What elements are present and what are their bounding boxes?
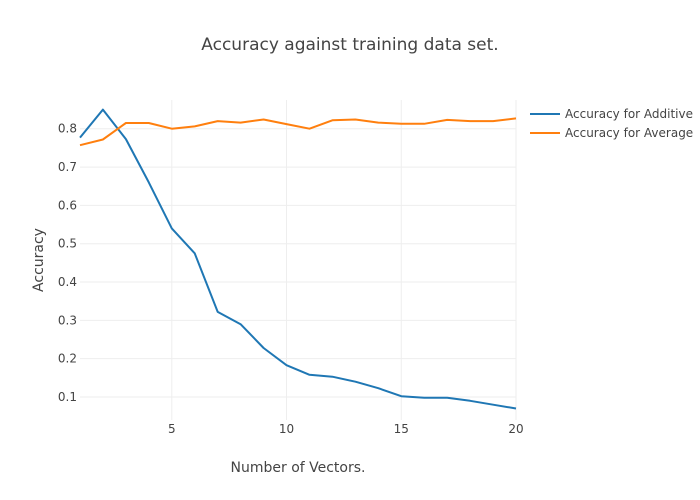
y-tick-label: 0.6 [58, 198, 77, 212]
x-axis-ticks: 5 10 15 20 [168, 422, 524, 436]
series-line-1[interactable] [79, 108, 517, 410]
y-tick-label: 0.7 [58, 160, 77, 174]
y-axis-ticks: 0.1 0.2 0.3 0.4 0.5 0.6 0.7 0.8 [58, 122, 77, 404]
series-line-2[interactable] [79, 117, 517, 147]
y-tick-label: 0.8 [58, 122, 77, 136]
y-tick-label: 0.2 [58, 352, 77, 366]
legend-item-1[interactable]: Accuracy for Additive [530, 107, 693, 121]
x-tick-label: 10 [279, 422, 294, 436]
legend-label: Accuracy for Average [565, 126, 693, 140]
legend[interactable]: Accuracy for Additive Accuracy for Averag… [530, 107, 693, 140]
plot-area [79, 108, 517, 410]
legend-label: Accuracy for Additive [565, 107, 693, 121]
x-axis-title: Number of Vectors. [231, 460, 366, 476]
y-tick-label: 0.4 [58, 275, 77, 289]
x-tick-label: 5 [168, 422, 176, 436]
y-tick-label: 0.1 [58, 390, 77, 404]
legend-item-2[interactable]: Accuracy for Average [530, 126, 693, 140]
chart-title: Accuracy against training data set. [201, 35, 498, 55]
y-tick-label: 0.3 [58, 313, 77, 327]
x-tick-label: 15 [394, 422, 409, 436]
x-tick-label: 20 [508, 422, 523, 436]
grid [80, 100, 517, 420]
y-axis-title: Accuracy [31, 228, 47, 292]
y-tick-label: 0.5 [58, 237, 77, 251]
